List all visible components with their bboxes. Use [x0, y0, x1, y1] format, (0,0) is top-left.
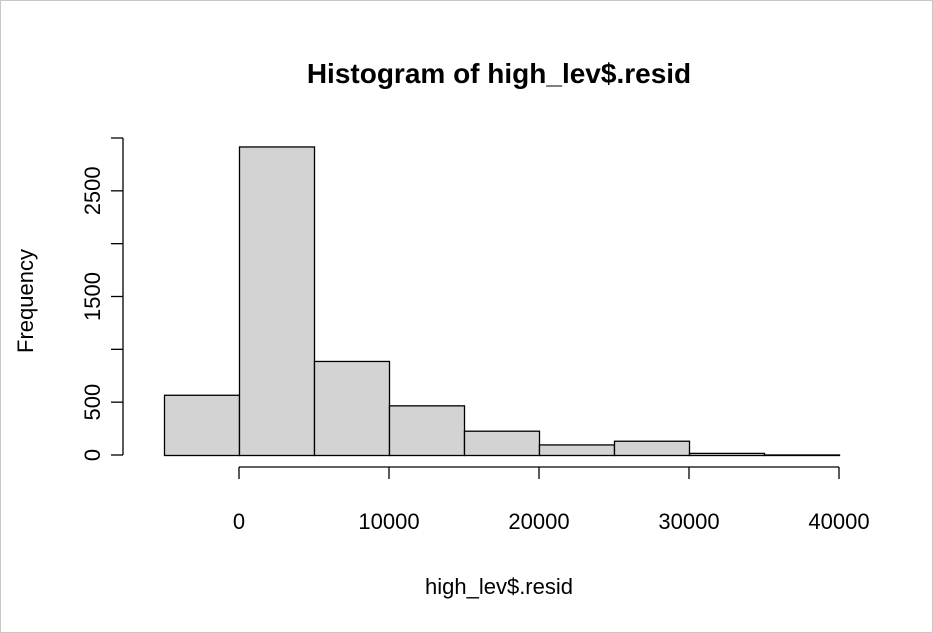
histogram-bar: [613, 440, 691, 457]
y-tick-label: 1500: [80, 272, 105, 321]
y-tick-label: 0: [80, 449, 105, 461]
histogram-bar: [238, 146, 316, 457]
histogram-bar: [313, 360, 391, 457]
chart-title: Histogram of high_lev$.resid: [307, 58, 691, 89]
x-axis-label: high_lev$.resid: [425, 574, 573, 599]
y-tick-label: 2500: [80, 166, 105, 215]
x-tick-label: 40000: [808, 509, 869, 534]
histogram-bar: [388, 405, 466, 457]
histogram-bar: [763, 454, 841, 457]
histogram-bar: [463, 430, 541, 457]
y-axis-label: Frequency: [13, 249, 38, 353]
x-tick-label: 0: [233, 509, 245, 534]
histogram-bars: [163, 146, 841, 457]
y-tick-label: 500: [80, 384, 105, 421]
histogram-bar: [688, 452, 766, 457]
histogram-bar: [163, 394, 241, 457]
histogram-bar: [538, 444, 616, 457]
x-tick-label: 10000: [358, 509, 419, 534]
x-tick-label: 20000: [508, 509, 569, 534]
x-tick-label: 30000: [658, 509, 719, 534]
y-axis: 0 500 1500 2500: [80, 137, 124, 461]
x-axis: 0 10000 20000 30000 40000: [233, 466, 870, 534]
